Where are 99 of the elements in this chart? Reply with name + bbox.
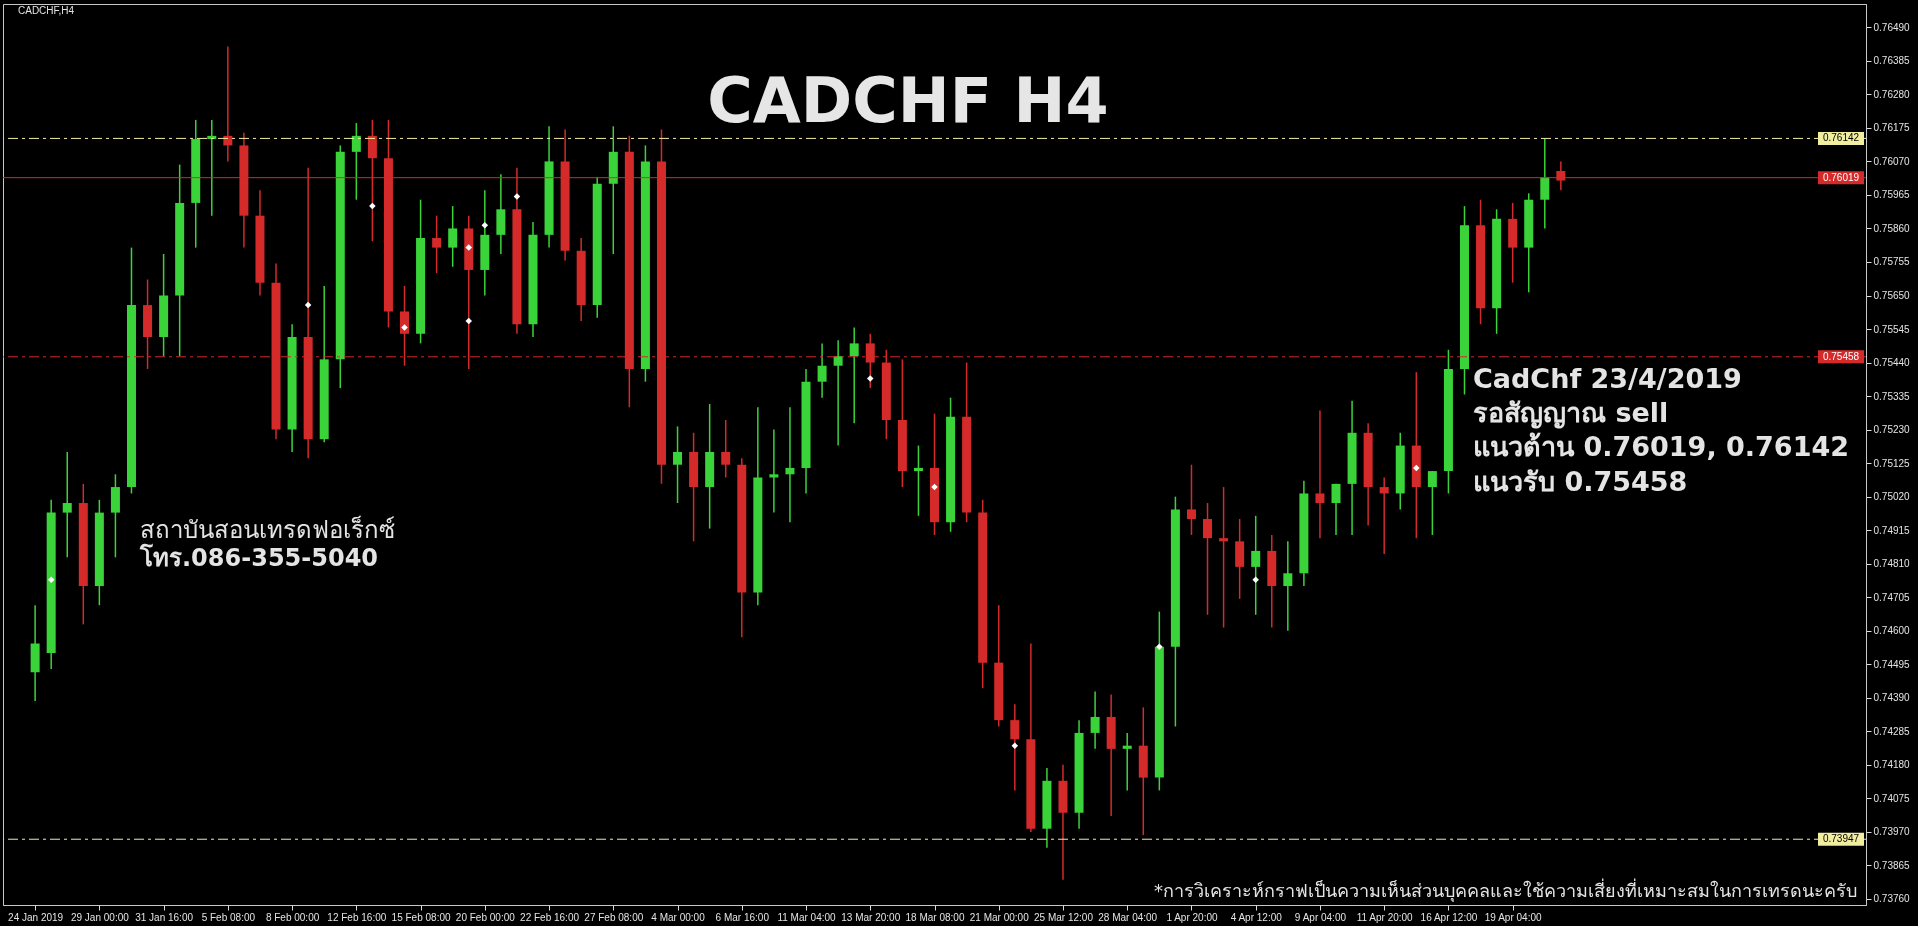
text: CADCHF H4	[707, 64, 1109, 137]
point	[1011, 742, 1019, 749]
x-tick-label: 31 Jan 16:00	[135, 911, 194, 923]
candlestick	[1090, 690, 1100, 750]
x-tick-label: 29 Jan 00:00	[70, 911, 130, 923]
y-tick-label: 0.76385	[1873, 55, 1911, 67]
x-tick-label: 19 Apr 04:00	[1484, 911, 1542, 923]
annotation: CADCHF,H4	[18, 5, 75, 16]
x-tick-label: 16 Apr 12:00	[1420, 911, 1478, 923]
y-tick-label: 0.74075	[1873, 792, 1911, 804]
annotation: แนวต้าน 0.76019, 0.76142	[1473, 431, 1850, 462]
candlestick	[62, 451, 72, 559]
candlestick	[351, 122, 361, 201]
x-tick-label: 4 Mar 00:00	[651, 911, 706, 923]
candlestick	[1186, 463, 1196, 536]
ref-line-label: 0.75458	[1822, 350, 1860, 362]
x-tick-label: 13 Mar 20:00	[841, 911, 901, 923]
y-tick-label: 0.76070	[1873, 155, 1911, 167]
ref-line-label: 0.76142	[1822, 132, 1860, 144]
y-tick-label: 0.75755	[1873, 256, 1911, 268]
candlestick	[1427, 470, 1437, 536]
x-tick-label: 8 Feb 00:00	[265, 911, 320, 923]
point	[401, 324, 408, 331]
candlestick	[1540, 138, 1550, 230]
x-tick-label: 11 Mar 04:00	[777, 911, 837, 923]
y-tick-label: 0.76280	[1873, 88, 1911, 100]
point	[465, 244, 472, 251]
y-tick-label: 0.74810	[1873, 558, 1911, 570]
y-tick-label: 0.75650	[1873, 290, 1911, 301]
y-tick-label: 0.75125	[1873, 457, 1911, 469]
x-tick-label: 18 Mar 08:00	[905, 911, 965, 923]
y-tick-label: 0.73970	[1873, 826, 1911, 838]
y-tick-label: 0.76490	[1873, 21, 1911, 33]
point	[47, 576, 55, 583]
annotation: โทร.086-355-5040	[139, 543, 379, 572]
ref-line-label: 0.73947	[1822, 833, 1860, 845]
y-tick-label: 0.73865	[1873, 859, 1911, 871]
x-tick-label: 20 Feb 00:00	[455, 911, 516, 923]
annotation: CadChf 23/4/2019	[1473, 363, 1742, 394]
candlestick	[849, 326, 859, 424]
point	[1413, 464, 1420, 472]
annotation: สถาบันสอนเทรดฟอเร็กซ์	[140, 515, 395, 544]
x-tick-label: 5 Feb 08:00	[201, 911, 256, 923]
candlestick	[1122, 732, 1132, 792]
y-tick-label: 0.75230	[1873, 424, 1911, 436]
y-tick-label: 0.73760	[1873, 893, 1911, 905]
annotation: *การวิเคราะห์กราฟเป็นความเห็นส่วนบุคคลและใช้ความเสี่ยงที่เหมาะสมในการเทรดนะครับ	[1154, 878, 1857, 902]
x-tick-label: 15 Feb 08:00	[391, 911, 451, 923]
candlestick	[1315, 409, 1325, 539]
point	[481, 222, 489, 229]
candlestick	[785, 406, 795, 523]
x-tick-label: 11 Apr 20:00	[1356, 911, 1414, 923]
y-tick-label: 0.75440	[1873, 357, 1911, 369]
y-tick-label: 0.75965	[1873, 189, 1911, 201]
point	[465, 317, 472, 325]
y-tick-label: 0.74600	[1873, 625, 1911, 637]
y-tick-label: 0.74915	[1873, 524, 1911, 536]
y-tick-label: 0.75860	[1873, 222, 1911, 234]
y-tick-label: 0.75020	[1873, 491, 1911, 503]
y-tick-label: 0.74705	[1873, 591, 1911, 603]
candlestick	[1251, 515, 1261, 616]
candlestick	[817, 342, 827, 399]
y-tick-label: 0.74285	[1873, 725, 1911, 737]
x-tick-label: 6 Mar 16:00	[715, 911, 770, 923]
point	[304, 301, 312, 309]
candlestick	[833, 339, 843, 447]
y-tick-label: 0.74495	[1873, 658, 1911, 670]
candlestick	[1331, 483, 1341, 536]
y-tick-label: 0.76175	[1873, 122, 1911, 134]
point	[1252, 576, 1259, 583]
y-tick-label: 0.75545	[1873, 323, 1911, 335]
y-tick-label: 0.75335	[1873, 390, 1911, 402]
y-tick-label: 0.74390	[1873, 692, 1911, 704]
candlestick	[1010, 703, 1020, 792]
x-tick-label: 28 Mar 04:00	[1098, 911, 1158, 923]
x-tick-label: 22 Feb 16:00	[520, 911, 580, 923]
annotation: รอสัญญาณ sell	[1473, 397, 1669, 429]
candlestick	[769, 428, 779, 514]
y-tick-label: 0.74180	[1873, 759, 1911, 771]
candlestick	[913, 444, 923, 517]
candlestick	[1219, 486, 1229, 629]
x-tick-label: 12 Feb 16:00	[327, 911, 387, 923]
x-tick-label: 25 Mar 12:00	[1034, 911, 1094, 923]
x-tick-label: 24 Jan 2019	[8, 911, 64, 923]
point	[1156, 643, 1163, 650]
candlestick	[673, 425, 683, 504]
ref-line-label: 0.76019	[1822, 171, 1860, 183]
x-tick-label: 9 Apr 04:00	[1294, 911, 1347, 923]
candlestick	[1379, 476, 1389, 555]
candlestick	[1283, 540, 1293, 632]
x-tick-label: 1 Apr 20:00	[1166, 911, 1218, 923]
x-tick-label: 21 Mar 00:00	[969, 911, 1030, 923]
candlestick	[721, 419, 731, 479]
candlestick	[432, 214, 442, 274]
annotation: แนวรับ 0.75458	[1473, 466, 1688, 497]
candlestick	[1203, 502, 1213, 616]
candlestick	[448, 205, 458, 268]
x-tick-label: 27 Feb 08:00	[584, 911, 644, 923]
x-tick-label: 4 Apr 12:00	[1230, 911, 1283, 923]
